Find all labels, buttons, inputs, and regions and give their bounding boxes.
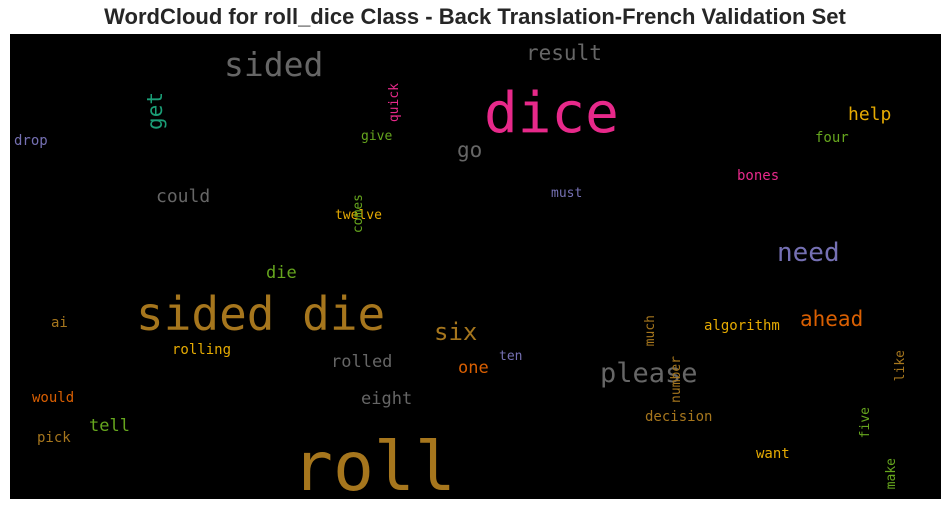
word-help: help: [848, 104, 891, 125]
word-make: make: [884, 458, 899, 489]
word-need: need: [777, 238, 840, 268]
word-go: go: [457, 138, 482, 162]
word-eight: eight: [361, 389, 412, 409]
word-ai: ai: [51, 315, 68, 331]
word-give: give: [361, 129, 392, 144]
word-one: one: [458, 358, 489, 378]
word-die: die: [266, 263, 297, 283]
word-pick: pick: [37, 430, 71, 446]
word-number: number: [669, 356, 684, 403]
word-rolling: rolling: [172, 342, 231, 358]
word-result: result: [526, 41, 602, 65]
word-rolled: rolled: [331, 352, 392, 372]
word-six: six: [434, 318, 477, 346]
wordcloud-canvas: roll dice sided die sided please need six resul…: [10, 34, 941, 499]
word-bones: bones: [737, 168, 779, 184]
word-please: please: [600, 358, 698, 389]
word-ahead: ahead: [800, 307, 863, 331]
word-drop: drop: [14, 133, 48, 149]
word-like: like: [893, 350, 908, 381]
word-get: get: [143, 92, 167, 130]
word-twelve: twelve: [335, 208, 382, 223]
word-comes: comes: [351, 194, 366, 233]
wordcloud-svg: roll dice sided die sided please need six resul…: [14, 41, 908, 499]
word-five: five: [858, 407, 873, 438]
word-sided-die: sided die: [136, 287, 385, 341]
word-must: must: [551, 186, 582, 201]
word-want: want: [756, 446, 790, 462]
word-roll: roll: [292, 428, 456, 499]
word-tell: tell: [89, 416, 130, 436]
word-ten: ten: [499, 349, 522, 364]
word-four: four: [815, 130, 849, 146]
word-would: would: [32, 390, 74, 406]
word-could: could: [156, 186, 210, 207]
word-algorithm: algorithm: [704, 318, 780, 334]
word-much: much: [643, 315, 658, 346]
word-dice: dice: [484, 81, 619, 146]
word-decision: decision: [645, 409, 712, 425]
word-quick: quick: [387, 83, 402, 122]
word-sided: sided: [224, 45, 323, 84]
chart-title: WordCloud for roll_dice Class - Back Tra…: [104, 4, 846, 29]
